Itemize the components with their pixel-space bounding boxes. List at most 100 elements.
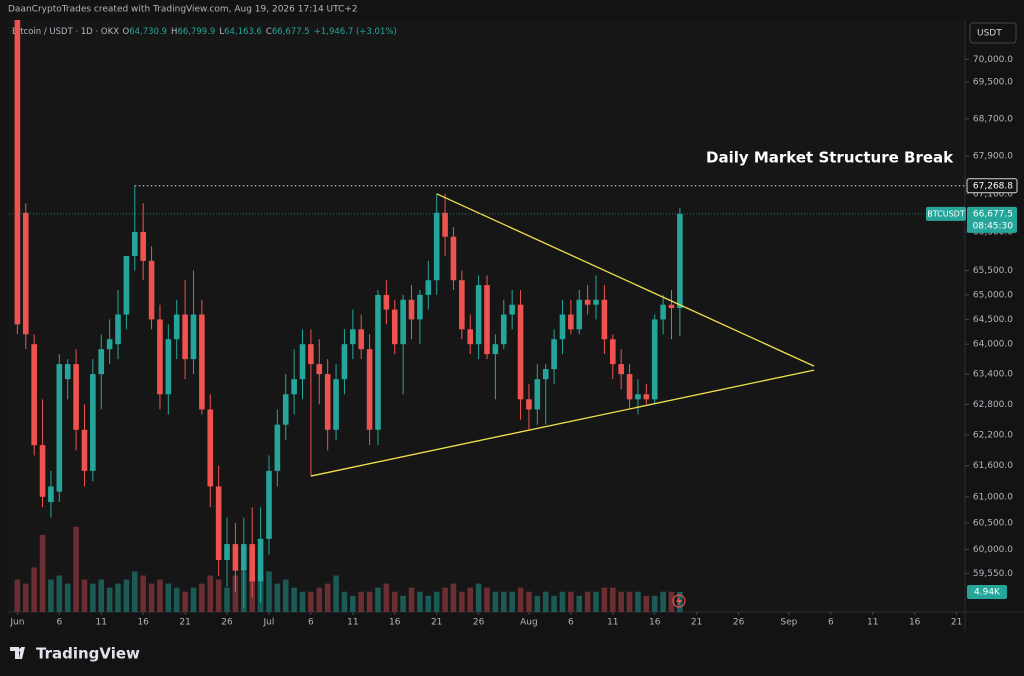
candle-body [425, 280, 432, 295]
volume-bar [433, 591, 440, 612]
candle-body [249, 544, 255, 582]
legend-key: C [266, 27, 272, 37]
volume-bar [568, 591, 574, 612]
candle-body [165, 339, 172, 395]
volume-bar [417, 591, 423, 612]
volume-bar [148, 583, 155, 612]
volume-bar [266, 571, 272, 612]
y-tick-label: 67,900.0 [973, 152, 1013, 162]
volume-bar [232, 575, 239, 612]
candle-body [81, 429, 88, 471]
y-tick-label: 64,500.0 [973, 315, 1013, 325]
x-tick-label: Aug [520, 618, 538, 628]
candle-body [626, 374, 633, 400]
y-tick-label: 69,500.0 [973, 78, 1013, 88]
volume-bar [39, 534, 46, 612]
x-tick-label: 11 [867, 618, 878, 628]
volume-bar [551, 595, 557, 612]
price-tags: 67,268.8 BTCUSDT 66,677.5 08:45:30 4.94K [926, 178, 1018, 599]
candle-body [517, 304, 524, 400]
y-tick-label: 63,400.0 [973, 370, 1013, 380]
volume-bar [282, 579, 289, 612]
candle-body [182, 314, 188, 360]
legend: Bitcoin / USDT · 1D · OKX O64,730.9 H66,79… [12, 27, 397, 37]
volume-bar [274, 583, 281, 612]
volume-bar [299, 591, 306, 612]
candle-body [291, 379, 297, 395]
attribution: DaanCryptoTrades created with TradingVie… [8, 5, 358, 15]
volume-bar [165, 583, 172, 612]
candle-body [48, 486, 54, 503]
candle-body [266, 470, 272, 539]
brand: TradingView [36, 645, 140, 663]
candle-body [467, 329, 474, 345]
x-tick-label: Jul [263, 618, 275, 628]
x-tick-label: 21 [431, 618, 442, 628]
candle-body [333, 379, 339, 430]
candle-body [115, 314, 121, 345]
volume-bar [115, 583, 121, 612]
candle-body [660, 304, 666, 320]
x-tick-label: 11 [96, 618, 107, 628]
volume-bar [308, 591, 314, 612]
currency-button[interactable] [969, 22, 1017, 44]
candle-body [224, 544, 230, 561]
volume-bar [609, 587, 616, 612]
candle-body [257, 538, 264, 582]
volume-bar [484, 587, 490, 612]
volume-bar [517, 587, 524, 612]
x-tick-label: 16 [909, 618, 921, 628]
volume-bar [215, 579, 222, 612]
legend-symbol: Bitcoin / USDT · 1D · OKX [12, 27, 119, 37]
candle-body [677, 213, 683, 309]
candle-body [618, 364, 624, 375]
volume-bar [224, 587, 230, 612]
volume-bar [475, 583, 482, 612]
y-tick-label: 60,500.0 [973, 519, 1013, 529]
y-tick-label: 62,800.0 [973, 400, 1013, 410]
y-tick-label: 65,500.0 [973, 266, 1013, 276]
volume-bar [182, 591, 188, 612]
candle-body [190, 314, 197, 360]
candle-body [56, 364, 63, 492]
candle-body [39, 445, 46, 497]
candle-body [148, 260, 155, 320]
candle-body [131, 231, 138, 257]
candle-body [534, 379, 541, 410]
volume-bar [190, 587, 197, 612]
x-tick-label: 6 [56, 618, 62, 628]
volume-bar [90, 583, 96, 612]
volume-bar [668, 591, 675, 612]
volume-bar [333, 575, 339, 612]
symbol-tag-label: BTCUSDT [927, 209, 965, 218]
volume-bar [131, 571, 138, 612]
candle-body [207, 409, 214, 487]
candle-body [400, 299, 406, 345]
volume-bar [626, 591, 633, 612]
volume-bar [199, 583, 205, 612]
volume-bar [73, 526, 79, 612]
legend-value: 66,799.9 [177, 27, 215, 37]
candle-body [559, 314, 566, 340]
brand-logo-dot [19, 648, 23, 652]
candle-body [157, 319, 163, 395]
candle-body [64, 364, 71, 380]
volume-bar [64, 583, 71, 612]
volume-bar [643, 595, 650, 612]
candle-body [324, 374, 331, 430]
currency-button-label[interactable]: USDT [977, 29, 1002, 39]
event-icon[interactable] [672, 594, 686, 608]
candle-body [215, 486, 222, 561]
legend-value: 64,163.6 [224, 27, 262, 37]
volume-bar [526, 591, 532, 612]
x-tick-label: 11 [607, 618, 618, 628]
candle-body [316, 364, 323, 375]
x-tick-label: 26 [221, 618, 233, 628]
candle-body [350, 329, 356, 345]
candle-body [31, 344, 37, 446]
candle-body [500, 314, 507, 345]
volume-bar [375, 587, 381, 612]
volume-bar [22, 583, 29, 612]
volume-bar [31, 567, 37, 612]
y-tick-label: 60,000.0 [973, 545, 1013, 555]
